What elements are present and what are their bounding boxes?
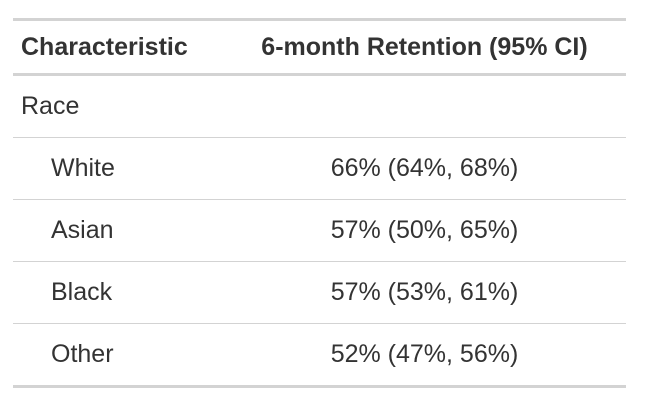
row-label-white: White [51,154,115,182]
table-row-asian: Asian 57% (50%, 65%) [13,200,626,262]
table-body: Race White 66% (64%, 68%) Asian 57% (50%… [13,75,626,387]
table-row-white: White 66% (64%, 68%) [13,138,626,200]
row-value-race [223,75,626,138]
row-label-asian: Asian [51,216,114,244]
summary-table: Characteristic 6-month Retention (95% CI… [13,18,626,388]
table-header: Characteristic 6-month Retention (95% CI… [13,19,626,75]
table-row-black: Black 57% (53%, 61%) [13,262,626,324]
row-value-black: 57% (53%, 61%) [330,278,519,306]
row-label-other: Other [51,340,114,368]
table-row-group-race: Race [13,75,626,138]
header-row: Characteristic 6-month Retention (95% CI… [13,19,626,75]
row-value-asian: 57% (50%, 65%) [330,216,519,244]
column-header-retention: 6-month Retention (95% CI) [261,32,588,61]
row-label-race: Race [21,92,80,120]
summary-table-container: Characteristic 6-month Retention (95% CI… [13,18,626,388]
column-header-characteristic: Characteristic [21,32,188,61]
table-row-other: Other 52% (47%, 56%) [13,324,626,387]
row-label-black: Black [51,278,113,306]
row-value-other: 52% (47%, 56%) [330,340,519,368]
row-value-white: 66% (64%, 68%) [330,154,519,182]
